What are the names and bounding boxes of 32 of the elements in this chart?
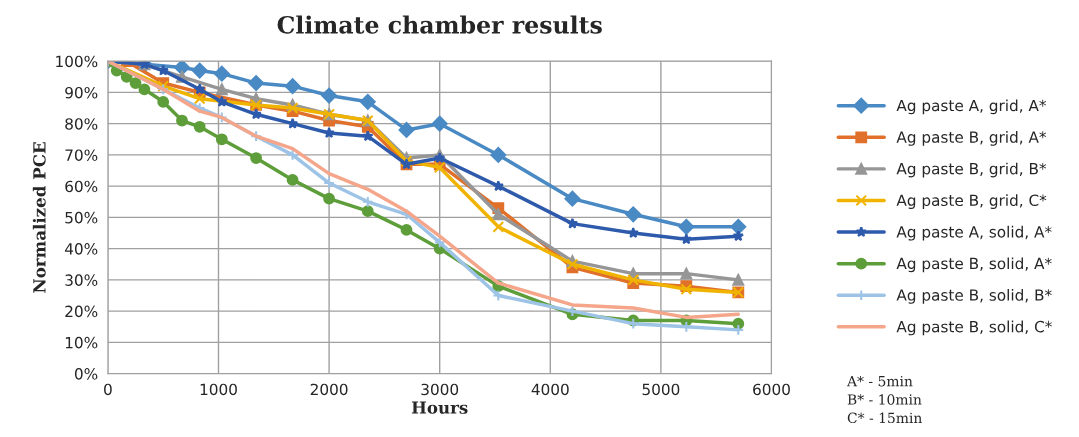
y-tick-label: 50%: [65, 211, 98, 224]
x-tick-label: 4000: [531, 383, 569, 396]
legend-label: Ag paste A, solid, A*: [896, 225, 1052, 241]
x-tick-label: 3000: [421, 383, 459, 396]
y-tick-label: 0%: [74, 368, 98, 380]
legend-label: Ag paste B, grid, B*: [896, 162, 1047, 178]
x-tick-label: 0: [104, 383, 112, 396]
y-axis-title: Normalized PCE: [32, 142, 46, 293]
legend-label: Ag paste B, grid, A*: [896, 131, 1047, 146]
y-tick-label: 30%: [65, 274, 98, 286]
text: A* - 5min: [846, 375, 913, 387]
legend-label: Ag paste A, grid, A*: [896, 99, 1047, 115]
x-axis-title: Hours: [411, 401, 468, 414]
y-tick-label: 20%: [65, 305, 98, 318]
chart-title: Climate chamber results: [277, 15, 602, 34]
y-tick-label: 80%: [65, 118, 98, 130]
y-tick-label: 40%: [64, 243, 98, 255]
x-tick-label: 5000: [642, 383, 680, 396]
y-tick-label: 10%: [65, 336, 98, 349]
text: B* - 10min: [847, 394, 922, 405]
y-tick-label: 100%: [56, 55, 98, 68]
y-tick-label: 60%: [65, 180, 98, 193]
legend-label: Ag paste B, solid, A*: [896, 257, 1052, 273]
y-tick-label: 70%: [65, 149, 98, 161]
y-tick-label: 90%: [65, 86, 98, 99]
x-tick-label: 2000: [310, 383, 348, 396]
legend-label: Ag paste B, solid, C*: [896, 320, 1052, 336]
x-tick-label: 6000: [753, 383, 790, 396]
text: C* - 15min: [847, 412, 922, 424]
legend-label: Ag paste B, grid, C*: [896, 194, 1047, 209]
x-tick-label: 1000: [200, 383, 237, 396]
legend-label: Ag paste B, solid, B*: [896, 288, 1052, 304]
